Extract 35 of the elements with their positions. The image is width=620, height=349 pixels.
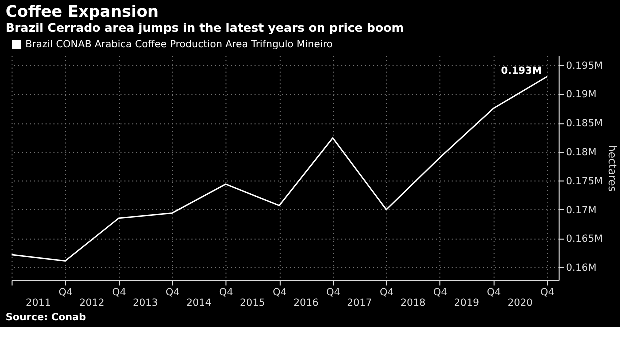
text: 2018	[400, 298, 426, 309]
text: 2012	[80, 298, 105, 309]
y-tick-label: 0.175M	[566, 176, 603, 188]
text: 2020	[508, 298, 533, 309]
x-tick-label: Q4	[540, 288, 555, 299]
y-tick-label: 0.19M	[566, 90, 597, 101]
x-tick-label: Q4	[112, 288, 126, 299]
legend-label: Brazil CONAB Arabica Coffee Production Area Trifngulo Mineiro	[26, 40, 333, 51]
text: 2014	[186, 298, 212, 309]
y-tick-label: 0.185M	[566, 118, 603, 130]
text: 2017	[347, 298, 372, 309]
x-tick-label: Q4	[326, 288, 340, 299]
text: 2019	[454, 298, 480, 309]
x-tick-label: Q4	[219, 288, 234, 299]
y-tick-label: 0.195M	[566, 60, 603, 72]
x-tick-label: Q4	[166, 288, 180, 299]
y-axis-title: hectares	[606, 144, 619, 192]
source-note: Source: Conab	[6, 312, 86, 324]
x-tick-label: Q4	[58, 288, 73, 299]
y-tick-label: 0.18M	[566, 148, 597, 158]
y-tick-label: 0.17M	[566, 205, 597, 216]
x-tick-label: Q4	[272, 288, 287, 299]
chart-title: Coffee Expansion	[6, 2, 159, 22]
x-tick-label: Q4	[380, 288, 394, 299]
x-tick-label: Q4	[487, 288, 502, 299]
line-series	[11, 76, 548, 262]
text: 2011	[26, 298, 52, 309]
x-tick-label: Q4	[434, 288, 448, 299]
y-tick-label: 0.16M	[566, 263, 597, 274]
data-label: 0.193M	[501, 66, 542, 77]
text: 2013	[133, 298, 158, 309]
y-tick-label: 0.165M	[566, 234, 603, 246]
text: 2016	[294, 298, 319, 309]
text: 2015	[240, 298, 266, 309]
chart-subtitle: Brazil Cerrado area jumps in the latest years on price boom	[6, 20, 404, 35]
